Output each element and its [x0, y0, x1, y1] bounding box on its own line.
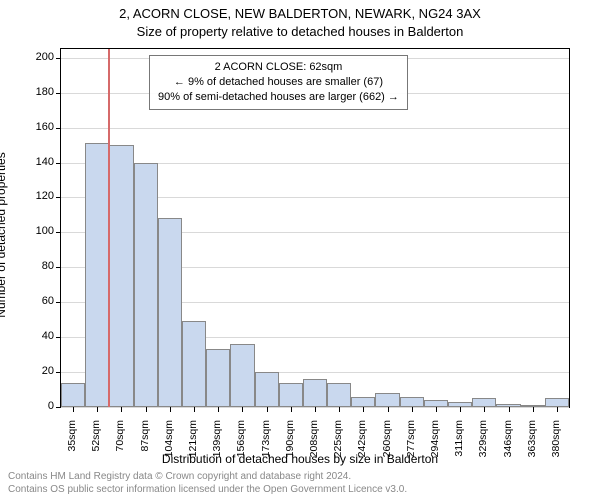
- xtick-mark: [388, 407, 389, 412]
- histogram-bar: [327, 383, 351, 407]
- histogram-bar: [158, 218, 182, 407]
- histogram-bar: [109, 145, 133, 407]
- ytick-mark: [56, 267, 61, 268]
- histogram-bar: [279, 383, 303, 407]
- xtick-label: 329sqm: [477, 420, 489, 470]
- histogram-bar: [424, 400, 448, 407]
- histogram-bar: [545, 398, 569, 407]
- xtick-mark: [194, 407, 195, 412]
- ytick-mark: [56, 372, 61, 373]
- xtick-mark: [121, 407, 122, 412]
- legend-line1: 2 ACORN CLOSE: 62sqm: [158, 60, 399, 75]
- ytick-label: 100: [14, 225, 54, 237]
- ytick-mark: [56, 302, 61, 303]
- gridline: [61, 128, 569, 129]
- xtick-mark: [460, 407, 461, 412]
- ytick-label: 0: [14, 400, 54, 412]
- ytick-mark: [56, 93, 61, 94]
- ytick-label: 40: [14, 330, 54, 342]
- xtick-mark: [97, 407, 98, 412]
- xtick-mark: [484, 407, 485, 412]
- xtick-mark: [509, 407, 510, 412]
- xtick-label: 225sqm: [332, 420, 344, 470]
- xtick-label: 311sqm: [453, 420, 465, 470]
- legend-line2: ← 9% of detached houses are smaller (67): [158, 75, 399, 90]
- xtick-mark: [218, 407, 219, 412]
- xtick-label: 260sqm: [381, 420, 393, 470]
- ytick-label: 140: [14, 156, 54, 168]
- ytick-label: 200: [14, 51, 54, 63]
- histogram-bar: [375, 393, 399, 407]
- xtick-label: 121sqm: [187, 420, 199, 470]
- ytick-mark: [56, 407, 61, 408]
- xtick-label: 363sqm: [526, 420, 538, 470]
- xtick-mark: [170, 407, 171, 412]
- xtick-mark: [339, 407, 340, 412]
- histogram-bar: [351, 397, 375, 407]
- xtick-label: 139sqm: [211, 420, 223, 470]
- ytick-mark: [56, 232, 61, 233]
- xtick-label: 156sqm: [235, 420, 247, 470]
- xtick-label: 70sqm: [114, 420, 126, 470]
- ytick-label: 180: [14, 86, 54, 98]
- title-subtitle: Size of property relative to detached ho…: [0, 24, 600, 39]
- histogram-bar: [230, 344, 254, 407]
- xtick-mark: [73, 407, 74, 412]
- histogram-bar: [303, 379, 327, 407]
- xtick-label: 190sqm: [284, 420, 296, 470]
- histogram-bar: [134, 163, 158, 407]
- footer-attribution: Contains HM Land Registry data © Crown c…: [8, 471, 407, 496]
- xtick-label: 242sqm: [356, 420, 368, 470]
- ytick-mark: [56, 337, 61, 338]
- xtick-label: 346sqm: [502, 420, 514, 470]
- legend-box: 2 ACORN CLOSE: 62sqm ← 9% of detached ho…: [149, 55, 408, 110]
- plot-area: 2 ACORN CLOSE: 62sqm ← 9% of detached ho…: [60, 48, 570, 408]
- xtick-label: 208sqm: [308, 420, 320, 470]
- ytick-mark: [56, 58, 61, 59]
- legend-line3: 90% of semi-detached houses are larger (…: [158, 90, 399, 105]
- xtick-mark: [146, 407, 147, 412]
- xtick-mark: [557, 407, 558, 412]
- ytick-mark: [56, 197, 61, 198]
- histogram-bar: [61, 383, 85, 407]
- xtick-mark: [242, 407, 243, 412]
- histogram-bar: [400, 397, 424, 407]
- xtick-mark: [412, 407, 413, 412]
- xtick-mark: [533, 407, 534, 412]
- xtick-label: 173sqm: [260, 420, 272, 470]
- histogram-bar: [182, 321, 206, 407]
- ytick-mark: [56, 163, 61, 164]
- xtick-mark: [315, 407, 316, 412]
- property-marker-line: [108, 49, 110, 407]
- xtick-label: 294sqm: [429, 420, 441, 470]
- ytick-label: 20: [14, 365, 54, 377]
- footer-line1: Contains HM Land Registry data © Crown c…: [8, 471, 407, 484]
- xtick-label: 380sqm: [550, 420, 562, 470]
- histogram-bar: [472, 398, 496, 407]
- ytick-label: 60: [14, 295, 54, 307]
- ytick-label: 120: [14, 190, 54, 202]
- xtick-label: 277sqm: [405, 420, 417, 470]
- chart-container: 2, ACORN CLOSE, NEW BALDERTON, NEWARK, N…: [0, 0, 600, 500]
- histogram-bar: [85, 143, 109, 407]
- xtick-label: 35sqm: [66, 420, 78, 470]
- xtick-label: 52sqm: [90, 420, 102, 470]
- footer-line2: Contains OS public sector information li…: [8, 484, 407, 497]
- histogram-bar: [255, 372, 279, 407]
- xtick-mark: [363, 407, 364, 412]
- ytick-label: 160: [14, 121, 54, 133]
- ytick-label: 80: [14, 260, 54, 272]
- xtick-mark: [267, 407, 268, 412]
- ytick-mark: [56, 128, 61, 129]
- y-axis-label: Number of detached properties: [0, 125, 8, 345]
- xtick-label: 87sqm: [139, 420, 151, 470]
- xtick-label: 104sqm: [163, 420, 175, 470]
- xtick-mark: [291, 407, 292, 412]
- title-address: 2, ACORN CLOSE, NEW BALDERTON, NEWARK, N…: [0, 6, 600, 21]
- xtick-mark: [436, 407, 437, 412]
- histogram-bar: [206, 349, 230, 407]
